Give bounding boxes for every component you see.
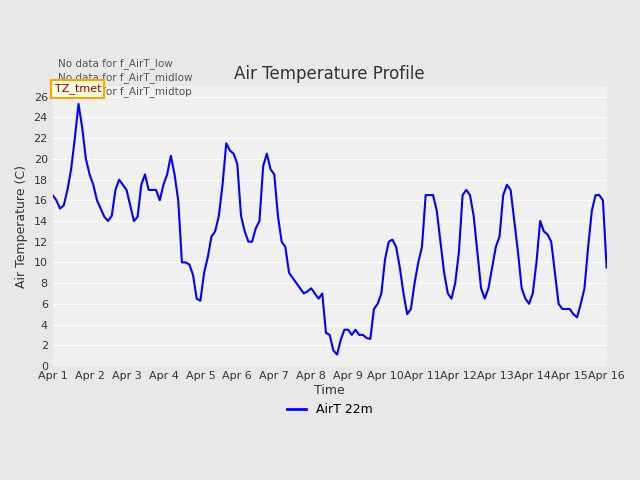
Title: Air Temperature Profile: Air Temperature Profile: [234, 65, 425, 84]
Line: AirT 22m: AirT 22m: [52, 104, 607, 355]
AirT 22m: [444, 290, 452, 296]
Text: No data for f_AirT_low: No data for f_AirT_low: [58, 59, 173, 69]
AirT 22m: [322, 330, 330, 336]
AirT 22m: [49, 192, 56, 198]
AirT 22m: [407, 306, 415, 312]
Text: TZ_tmet: TZ_tmet: [54, 84, 101, 95]
Legend: AirT 22m: AirT 22m: [282, 398, 378, 421]
X-axis label: Time: Time: [314, 384, 345, 396]
AirT 22m: [599, 197, 607, 203]
Text: No data for f_AirT_midlow: No data for f_AirT_midlow: [58, 72, 193, 84]
AirT 22m: [248, 239, 256, 245]
Text: No data for f_AirT_midtop: No data for f_AirT_midtop: [58, 86, 192, 97]
AirT 22m: [392, 244, 400, 250]
AirT 22m: [75, 101, 83, 107]
AirT 22m: [333, 352, 341, 358]
Y-axis label: Air Temperature (C): Air Temperature (C): [15, 165, 28, 288]
AirT 22m: [603, 264, 611, 270]
